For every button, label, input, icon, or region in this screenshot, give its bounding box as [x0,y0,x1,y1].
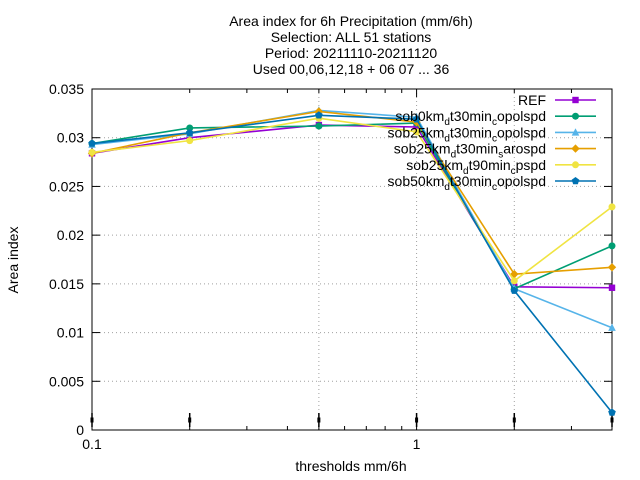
data-point [608,284,616,291]
legend-label: sob25kmdt90mincpspd [406,157,546,177]
series-line [91,124,613,289]
data-point [608,242,616,250]
bottom-marker-dot [317,417,321,423]
x-axis-label: thresholds mm/6h [295,458,406,474]
legend-marker [572,112,579,120]
x-tick-labels: 0.1 1 [82,436,420,452]
title-line-1: Area index for 6h Precipitation (mm/6h) [229,13,473,29]
data-point [88,148,96,156]
legend-label: sob0kmdt30mincopolspd [395,108,546,128]
data-point [88,139,96,147]
data-point [413,128,421,136]
bottom-marker-dot [512,417,516,423]
y-tick-label: 0.025 [49,178,84,194]
data-point [510,277,518,285]
data-point [413,123,420,131]
y-tick-labels: 0 0.005 0.01 0.015 0.02 0.025 0.03 0.035 [49,81,84,438]
y-tick-label: 0.035 [49,81,84,97]
tick-marks [91,88,613,431]
legend-label: sob25kmdt30mincopolspd [388,124,546,144]
bottom-marker-dot [90,417,94,423]
legend-label: sob25kmdt30minsarospd [394,141,546,161]
y-tick-label: 0.03 [57,130,84,146]
data-point [186,124,194,132]
series-line [91,117,613,283]
legend-marker [571,177,580,185]
legend-label: sob50kmdt30mincopolspd [388,173,546,193]
data-point [186,137,194,145]
data-point [608,408,616,416]
bottom-marker-dot [188,417,192,423]
y-axis-label: Area index [5,227,21,294]
axes [91,88,613,431]
legend-marker [571,144,580,153]
legend-label: REF [518,92,546,108]
grid [92,89,612,430]
x-tick-label: 1 [413,436,421,452]
title-line-3: Period: 20211110-20211120 [265,45,438,61]
bottom-markers [90,413,614,427]
y-tick-label: 0.005 [49,373,84,389]
legend-marker [572,96,579,104]
data-point [608,203,616,211]
data-point [412,115,421,123]
chart-title: Area index for 6h Precipitation (mm/6h) … [229,13,473,77]
legend-marker [572,161,579,169]
data-point [510,269,519,279]
data-point [608,323,616,331]
x-tick-label: 0.1 [82,436,102,452]
data-point [185,128,194,137]
series-5 [88,111,616,416]
bottom-marker-dot [415,417,419,423]
title-line-2: Selection: ALL 51 stations [271,29,432,45]
bottom-marker-dot [610,417,614,423]
title-line-4: Used 00,06,12,18 + 06 07 ... 36 [253,61,450,77]
plot-frame [91,88,613,431]
y-tick-label: 0.01 [57,325,84,341]
legend-marker [571,128,580,136]
y-tick-label: 0 [76,422,84,438]
data-point [315,111,323,119]
y-tick-label: 0.02 [57,227,84,243]
series-line [91,114,613,413]
data-point [315,122,323,130]
y-tick-label: 0.015 [49,276,84,292]
data-point [510,286,519,294]
legend: REFsob0kmdt30mincopolspdsob25kmdt30minco… [388,92,596,193]
data-series [87,106,617,416]
data-point [607,263,617,272]
